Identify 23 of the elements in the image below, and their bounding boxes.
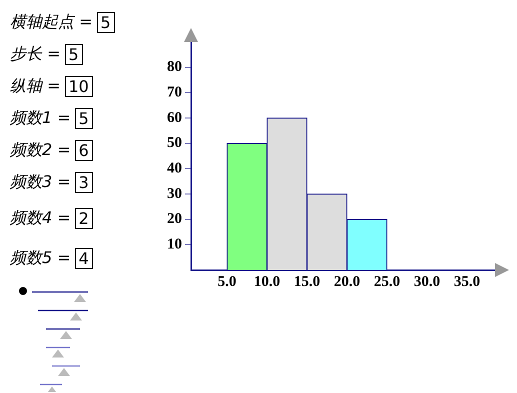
text: 频数2 = 6 [10,140,90,160]
x-tick-label: 5.0 [218,274,236,290]
text: 频数3 = 3 [10,172,90,192]
y-tick-label: 60 [167,110,182,126]
text: 纵轴 = 10 [10,76,90,96]
x-tick-label: 25.0 [374,274,400,290]
x-tick-label: 20.0 [334,274,360,290]
x-tick-label: 10.0 [254,274,280,290]
text: 频数1 = 5 [10,108,90,128]
x-tick-label: 30.0 [414,274,440,290]
y-tick-label: 50 [167,135,182,152]
text: 频数4 = 2 [10,208,90,228]
y-tick-label: 40 [167,160,182,177]
text: 横轴起点 = 5 [10,12,112,32]
y-tick-label: 10 [167,236,182,253]
y-tick-label: 20 [167,211,182,228]
text: 频数5 = 4 [10,248,90,268]
y-tick-label: 80 [167,59,182,76]
y-tick-label: 70 [167,84,182,101]
text: 步长 = 5 [10,44,80,64]
x-tick-label: 35.0 [454,274,480,290]
x-tick-label: 15.0 [294,274,320,290]
y-tick-label: 30 [167,186,182,202]
